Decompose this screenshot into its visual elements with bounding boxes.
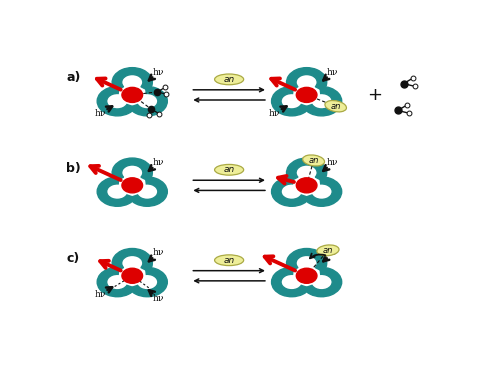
Text: hν: hν [327, 68, 338, 77]
Wedge shape [272, 177, 310, 206]
Text: an: an [224, 165, 235, 174]
Wedge shape [112, 68, 152, 91]
Ellipse shape [214, 164, 244, 175]
Text: hν: hν [327, 158, 338, 167]
Text: hν: hν [268, 109, 280, 118]
Wedge shape [286, 248, 327, 272]
Text: an: an [224, 256, 235, 265]
Wedge shape [129, 268, 168, 297]
Circle shape [296, 178, 317, 193]
Circle shape [296, 268, 317, 283]
Ellipse shape [214, 255, 244, 266]
Wedge shape [304, 177, 342, 206]
Text: hν: hν [152, 294, 164, 303]
Circle shape [296, 87, 317, 102]
Ellipse shape [214, 74, 244, 85]
Wedge shape [97, 177, 136, 206]
Wedge shape [304, 87, 342, 116]
Wedge shape [286, 68, 327, 91]
Text: hν: hν [152, 68, 164, 77]
Wedge shape [129, 87, 168, 116]
FancyArrowPatch shape [310, 254, 326, 258]
Wedge shape [97, 268, 136, 297]
Text: hν: hν [94, 290, 106, 299]
Text: an: an [308, 156, 319, 165]
Wedge shape [129, 177, 168, 206]
Text: an: an [330, 102, 341, 111]
Text: +: + [367, 86, 382, 104]
Text: an: an [224, 75, 235, 84]
Wedge shape [112, 248, 152, 272]
Wedge shape [286, 158, 327, 181]
Wedge shape [272, 268, 310, 297]
Circle shape [122, 178, 142, 193]
Circle shape [122, 87, 142, 102]
Circle shape [122, 268, 142, 283]
Text: hν: hν [152, 158, 164, 167]
Text: a): a) [66, 72, 81, 84]
Wedge shape [304, 268, 342, 297]
Text: an: an [323, 246, 333, 255]
Text: b): b) [66, 162, 81, 175]
Ellipse shape [317, 245, 339, 256]
Text: hν: hν [94, 109, 106, 118]
Ellipse shape [325, 101, 346, 112]
Wedge shape [272, 87, 310, 116]
Ellipse shape [302, 155, 324, 166]
Text: hν: hν [152, 248, 164, 258]
Text: hν: hν [327, 248, 338, 258]
Wedge shape [112, 158, 152, 181]
Text: c): c) [66, 252, 80, 265]
Wedge shape [97, 87, 136, 116]
